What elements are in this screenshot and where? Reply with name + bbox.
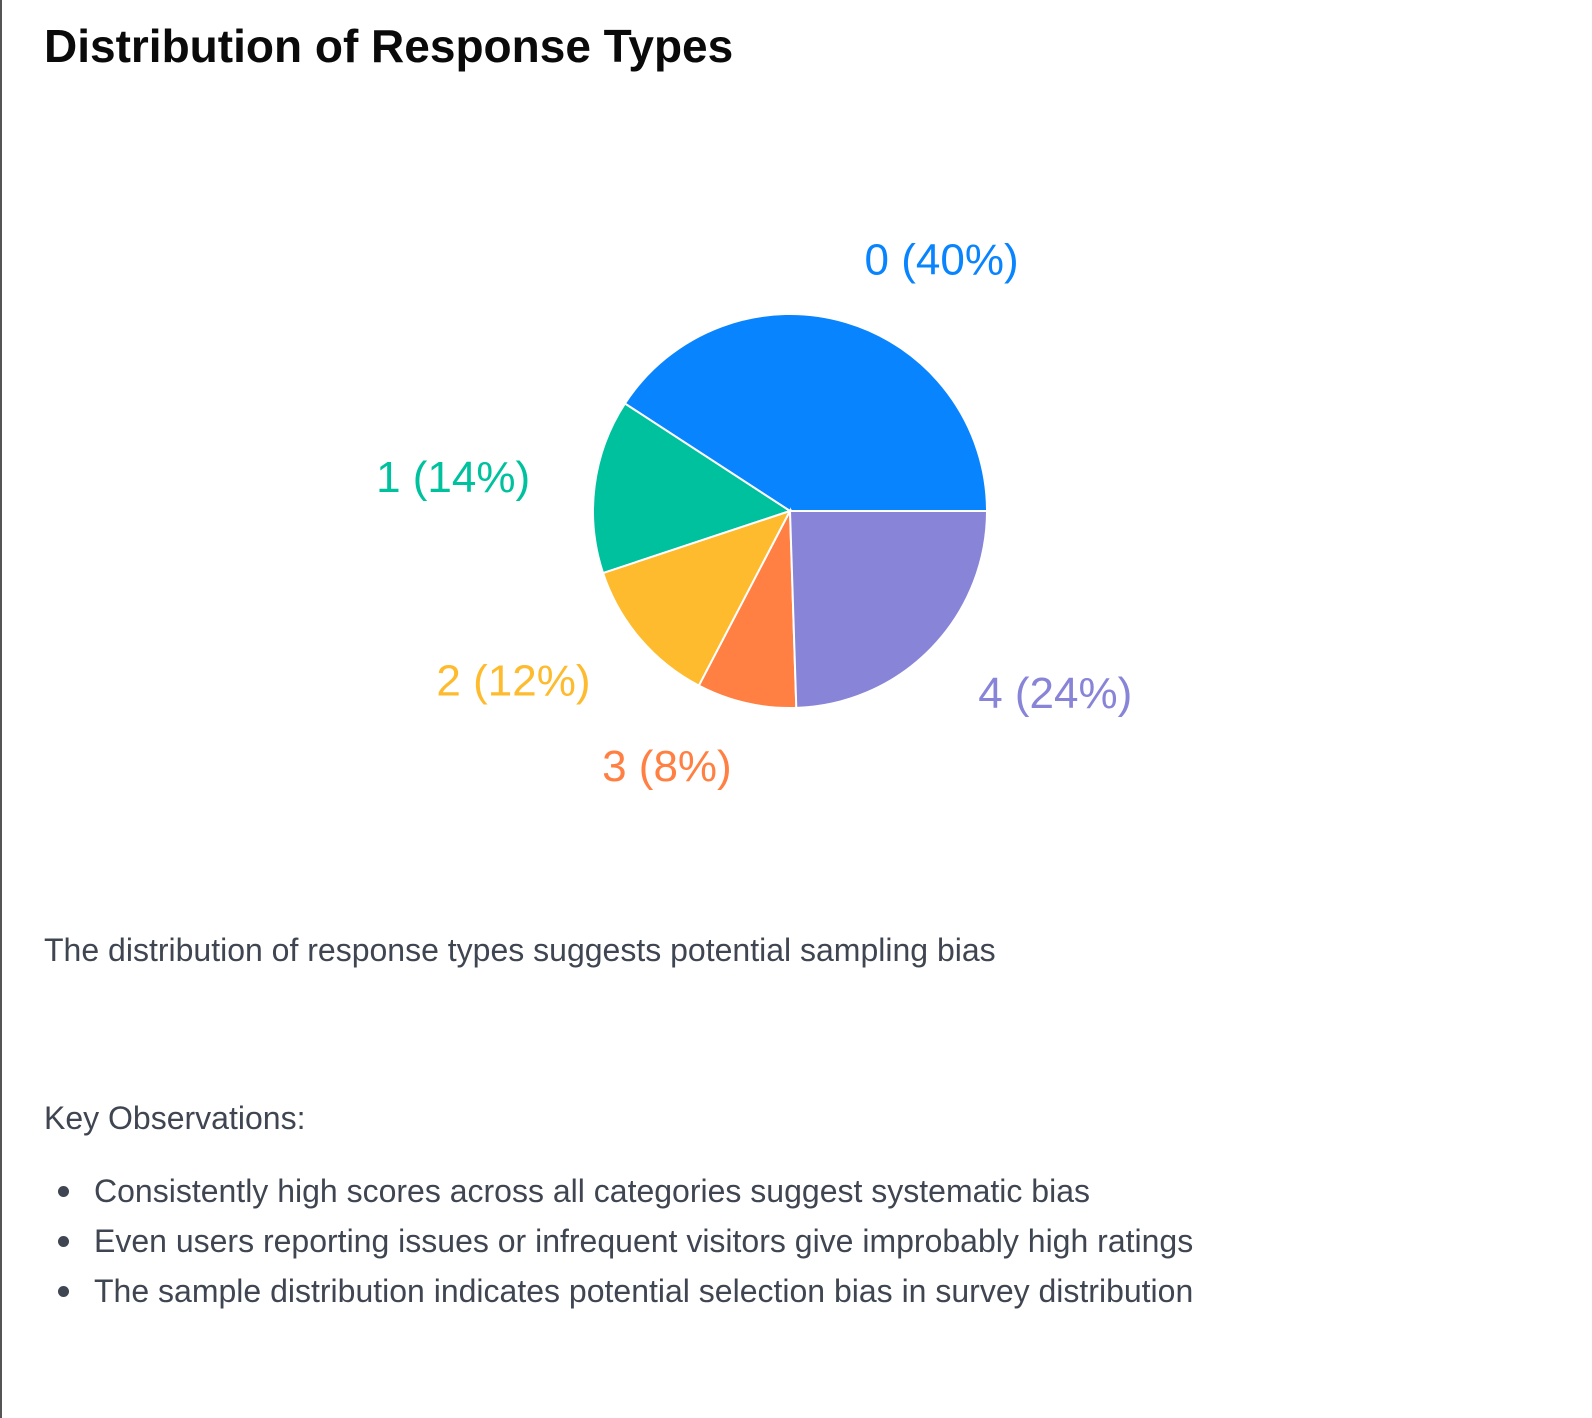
left-border xyxy=(0,0,2,1418)
pie-slice-3 xyxy=(697,507,798,709)
pie-label-3: 3 (8%) xyxy=(602,742,732,791)
pie-chart: 0 (40%) 1 (14%) 2 (12%)3 (8%) 4 (24%) xyxy=(376,235,1132,791)
pie-label-0: 0 (40%) xyxy=(865,235,1019,284)
observation-text: Even users reporting issues or infrequen… xyxy=(94,1223,1194,1259)
observation-item: Even users reporting issues or infrequen… xyxy=(44,1216,1193,1266)
chart-summary: The distribution of response types sugge… xyxy=(44,932,996,968)
observation-text: The sample distribution indicates potent… xyxy=(94,1273,1194,1309)
pie-slice-4 xyxy=(788,510,989,709)
pie-chart-container: 0 (40%) 1 (14%) 2 (12%) 3 (8%) 4 (24%) xyxy=(44,200,1564,800)
pie-slice-1 xyxy=(592,402,793,575)
pie-label-4: 4 (24%) xyxy=(978,669,1132,718)
observations-heading: Key Observations: xyxy=(44,1100,306,1136)
page-title: Distribution of Response Types xyxy=(44,20,734,72)
pie-label-1: 1 (14%) xyxy=(376,453,530,502)
bullet-icon xyxy=(58,1286,69,1297)
pie-label-2: 2 (12%) xyxy=(436,656,590,705)
observation-item: The sample distribution indicates potent… xyxy=(44,1266,1193,1316)
bullet-icon xyxy=(58,1186,69,1197)
bullet-icon xyxy=(58,1236,69,1247)
observation-text: Consistently high scores across all cate… xyxy=(94,1173,1090,1209)
observation-item: Consistently high scores across all cate… xyxy=(44,1166,1193,1216)
pie-slice-2 xyxy=(601,509,793,688)
observations-list: Consistently high scores across all cate… xyxy=(44,1166,1193,1316)
